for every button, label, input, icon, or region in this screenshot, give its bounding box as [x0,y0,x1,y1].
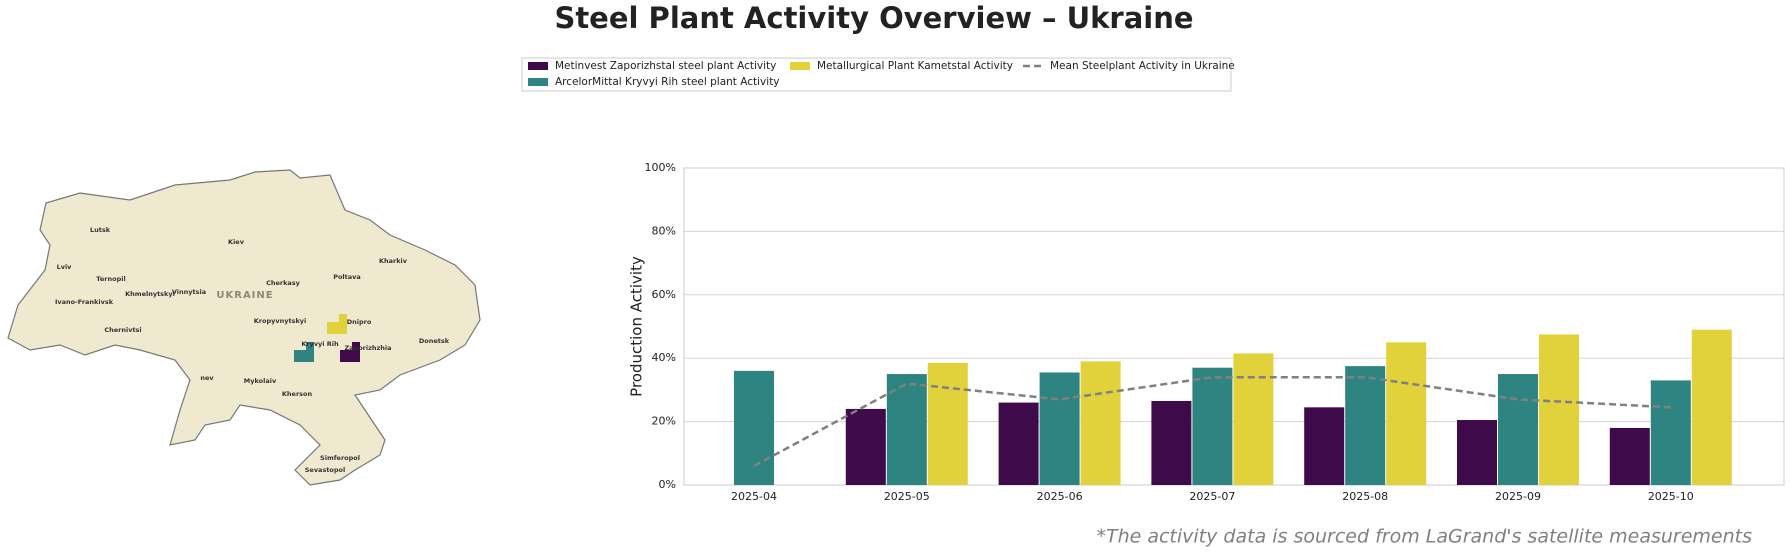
map-label: Zaporizhzhia [344,344,391,352]
plant-icon [339,314,347,334]
map-label: Simferopol [320,454,360,462]
map-label: Kropyvnytskyi [254,317,306,325]
legend-label: Metallurgical Plant Kametstal Activity [817,60,1013,72]
bar [1080,361,1121,485]
bar [1609,427,1650,485]
bar [1192,367,1233,485]
bar [1151,400,1192,485]
bar [1304,407,1345,485]
map-label: UKRAINE [216,290,273,301]
y-tick-label: 60% [652,288,676,301]
y-tick-label: 20% [652,415,676,428]
map-label: Poltava [333,273,361,281]
bar [1650,380,1691,485]
chart-title: Steel Plant Activity Overview – Ukraine [554,1,1193,35]
legend-label: ArcelorMittal Kryvyi Rih steel plant Act… [555,76,780,88]
bar [845,408,886,485]
bar [1039,372,1080,485]
x-tick-label: 2025-04 [731,490,777,503]
y-tick-label: 40% [652,351,676,364]
map [7,169,481,486]
plant-icon [327,322,339,334]
map-label: Ivano-Frankivsk [55,298,114,306]
map-label: Dnipro [347,318,372,326]
y-tick-label: 80% [652,224,676,237]
plant-icon [306,342,314,362]
x-tick-label: 2025-06 [1037,490,1083,503]
x-tick-label: 2025-07 [1189,490,1235,503]
legend-swatch [790,62,810,70]
footnote: *The activity data is sourced from LaGra… [1096,526,1752,548]
map-label: Ternopil [96,275,125,283]
map-label: Kherson [282,390,313,398]
map-label: Cherkasy [266,279,301,287]
x-tick-label: 2025-09 [1495,490,1541,503]
map-label: nev [200,374,214,382]
map-label: Kryvyi Rih [301,340,339,348]
bar [886,374,927,485]
map-label: Kharkiv [379,257,408,265]
legend-swatch [528,78,548,86]
map-label: Mykolaiv [244,377,277,385]
y-tick-label: 100% [645,161,676,174]
map-label: Lviv [57,263,73,271]
y-tick-label: 0% [659,478,676,491]
bar [927,362,968,485]
plant-icon [352,342,360,362]
bar [1457,420,1497,485]
bar [734,370,774,485]
bar [1345,366,1386,485]
bar [1691,329,1732,485]
map-outline [7,169,481,486]
plant-icon [294,350,306,362]
map-label: Chernivtsi [104,326,141,334]
x-tick-label: 2025-05 [884,490,930,503]
legend-swatch [528,62,548,70]
legend-label: Mean Steelplant Activity in Ukraine [1050,60,1235,72]
map-label: Kiev [228,238,245,246]
plant-icon [340,350,352,362]
bar [1539,334,1579,485]
x-tick-label: 2025-08 [1342,490,1388,503]
map-label: Lutsk [90,226,111,234]
map-label: Sevastopol [305,466,346,474]
legend-box [521,57,1232,92]
bar [1233,353,1274,485]
bar [998,402,1039,485]
map-label: Khmelnytskyi [125,290,175,298]
map-label: Vinnytsia [172,288,206,296]
bar [1386,342,1427,485]
y-axis-label: Production Activity [628,256,646,397]
map-label: Donetsk [419,337,450,345]
x-tick-label: 2025-10 [1648,490,1694,503]
legend-label: Metinvest Zaporizhstal steel plant Activ… [555,60,776,72]
bar [1498,374,1538,485]
